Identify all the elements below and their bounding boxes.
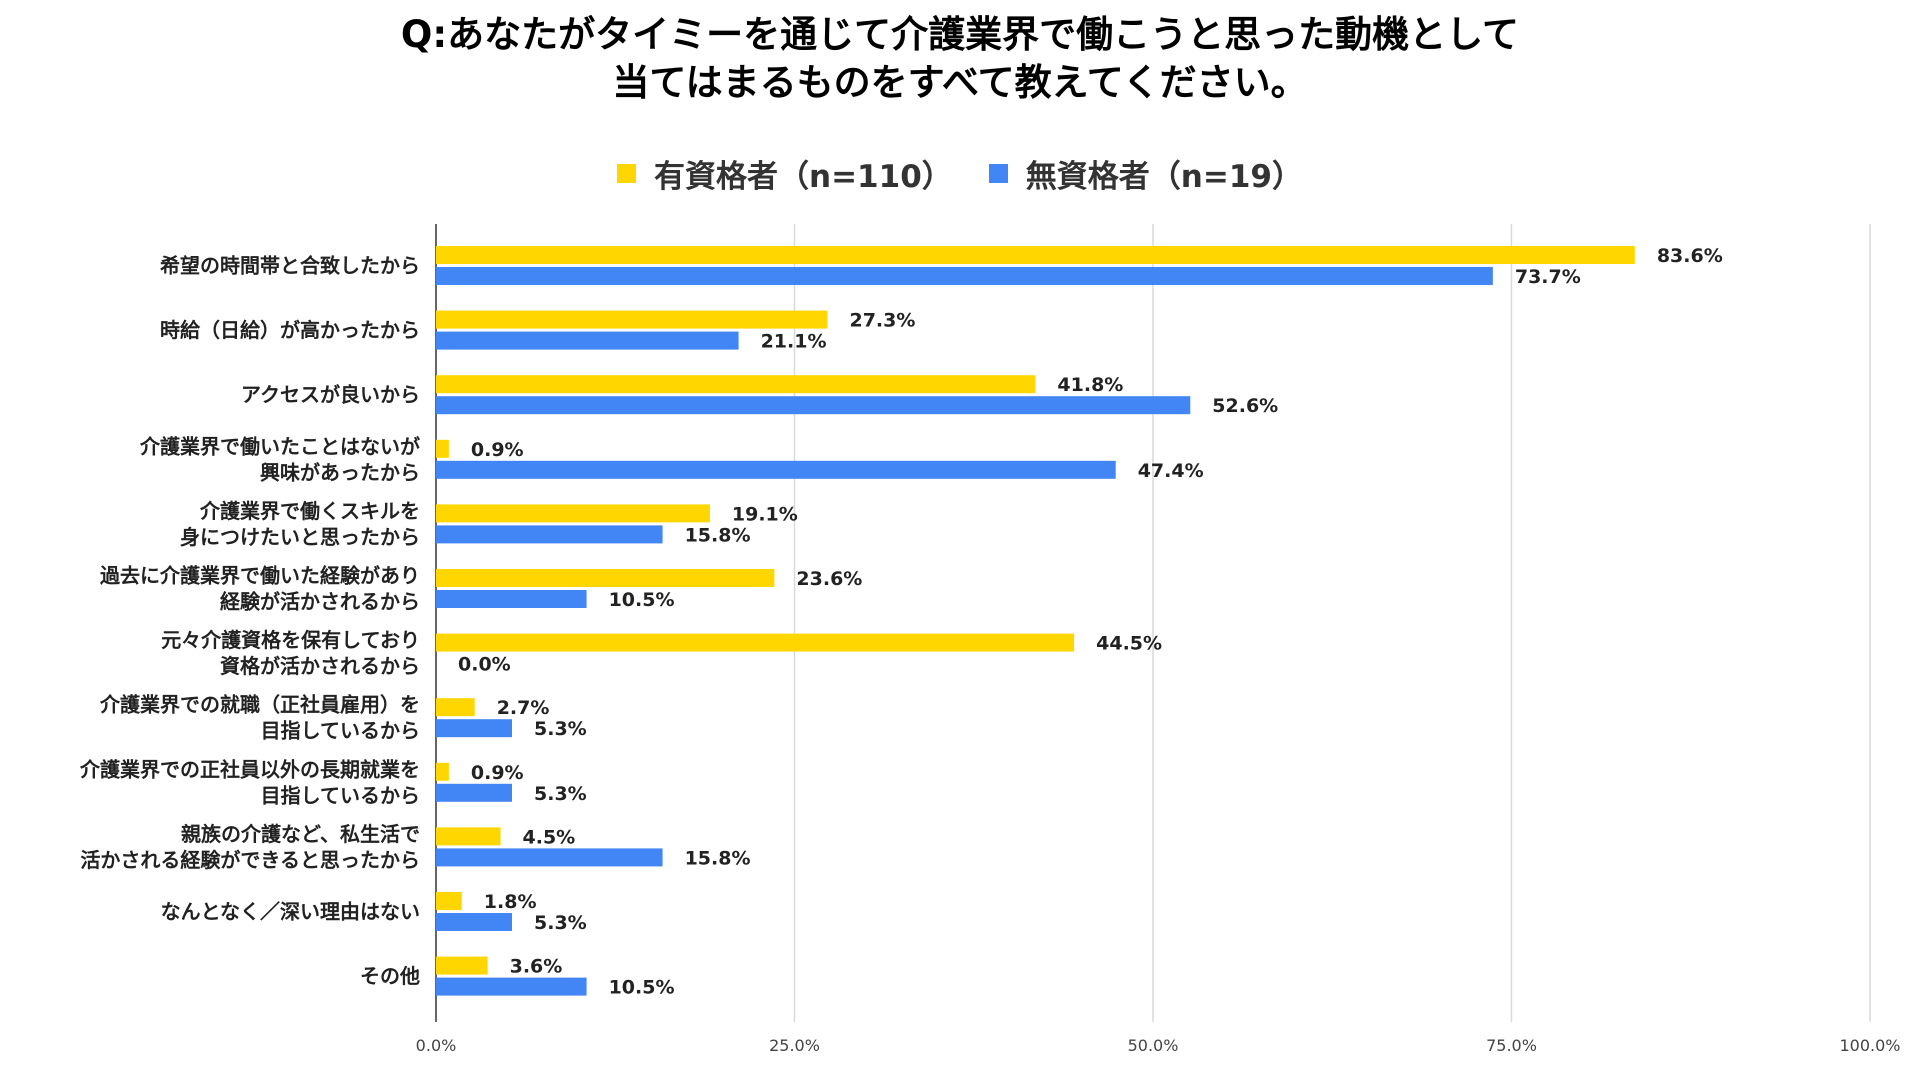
category-label-line: 身につけたいと思ったから: [180, 525, 420, 549]
bar-unqualified: [436, 977, 587, 996]
category-label-line: 過去に介護業界で働いた経験があり: [100, 564, 420, 588]
bar-qualified: [436, 504, 710, 523]
legend-swatch-unqualified: [988, 164, 1008, 183]
category-label: 介護業界での正社員以外の長期就業を目指しているから: [79, 757, 420, 807]
bar-unqualified: [436, 460, 1116, 479]
data-label-unqualified: 5.3%: [534, 718, 587, 740]
bar-unqualified: [436, 590, 587, 608]
bar-unqualified: [436, 719, 513, 738]
bar-unqualified: [436, 783, 513, 802]
category-label: 介護業界で働くスキルを身につけたいと思ったから: [180, 499, 420, 549]
category-label-line: 介護業界で働いたことはないが: [139, 434, 420, 458]
data-label-qualified: 23.6%: [796, 568, 862, 590]
category-label: アクセスが良いから: [241, 383, 420, 407]
chart-title: Q:あなたがタイミーを通じて介護業界で働こうと思った動機として: [400, 13, 1520, 56]
data-label-qualified: 44.5%: [1096, 633, 1162, 655]
bar-unqualified: [436, 913, 513, 931]
data-label-unqualified: 0.0%: [458, 654, 511, 676]
legend-swatch-qualified: [617, 164, 637, 183]
legend-item-qualified: 有資格者（n=110）: [617, 151, 953, 196]
bar-qualified: [436, 310, 828, 329]
category-label: 過去に介護業界で働いた経験があり経験が活かされるから: [100, 564, 420, 614]
bar-qualified: [436, 633, 1075, 652]
legend-label-unqualified: 無資格者（n=19）: [1025, 159, 1303, 195]
bar-unqualified: [436, 396, 1191, 415]
category-label: 介護業界での就職（正社員雇用）を目指しているから: [99, 693, 420, 743]
category-label: 親族の介護など、私生活で活かされる経験ができると思ったから: [80, 822, 420, 872]
data-label-qualified: 3.6%: [510, 956, 563, 978]
data-label-unqualified: 5.3%: [534, 783, 587, 805]
category-label-line: 介護業界での就職（正社員雇用）を: [99, 693, 420, 717]
data-label-unqualified: 5.3%: [534, 912, 587, 934]
x-tick-label: 100.0%: [1839, 1036, 1900, 1055]
legend: 有資格者（n=110） 無資格者（n=19）: [0, 151, 1920, 196]
bar-unqualified: [436, 267, 1493, 285]
data-label-qualified: 41.8%: [1057, 374, 1123, 396]
category-label: 介護業界で働いたことはないが興味があったから: [139, 434, 420, 484]
category-label-line: 介護業界で働くスキルを: [199, 499, 420, 523]
data-label-unqualified: 15.8%: [685, 524, 751, 546]
category-label-line: 親族の介護など、私生活で: [181, 822, 420, 846]
category-label: 時給（日給）が高かったから: [160, 318, 420, 342]
category-label-line: 経験が活かされるから: [220, 590, 420, 614]
category-label-line: 目指しているから: [261, 719, 420, 743]
chart-subtitle: 当てはまるものをすべて教えてください。: [612, 61, 1308, 104]
category-label: 希望の時間帯と合致したから: [160, 254, 420, 278]
data-label-qualified: 0.9%: [471, 439, 524, 461]
bar-qualified: [436, 375, 1036, 394]
legend-item-unqualified: 無資格者（n=19）: [988, 151, 1303, 196]
x-tick-label: 75.0%: [1486, 1036, 1537, 1055]
category-label-line: 興味があったから: [260, 460, 420, 484]
bar-qualified: [436, 698, 475, 717]
category-label-line: 資格が活かされるから: [220, 654, 420, 678]
category-label-line: 目指しているから: [261, 783, 420, 807]
bar-qualified: [436, 892, 462, 910]
bar-qualified: [436, 956, 488, 975]
bar-qualified: [436, 439, 449, 458]
data-label-qualified: 83.6%: [1657, 245, 1723, 267]
data-label-qualified: 19.1%: [732, 503, 798, 525]
data-label-qualified: 2.7%: [497, 697, 550, 719]
data-label-unqualified: 47.4%: [1138, 460, 1204, 482]
data-label-unqualified: 21.1%: [761, 331, 827, 353]
bar-unqualified: [436, 848, 663, 867]
category-label-line: 元々介護資格を保有しており: [161, 628, 420, 652]
bar-unqualified: [436, 331, 739, 350]
data-label-unqualified: 73.7%: [1515, 266, 1581, 288]
bar-qualified: [436, 827, 501, 846]
data-label-unqualified: 10.5%: [609, 589, 675, 611]
category-label-line: 介護業界での正社員以外の長期就業を: [79, 757, 420, 781]
x-tick-label: 25.0%: [769, 1036, 820, 1055]
data-label-unqualified: 15.8%: [685, 847, 751, 869]
data-label-unqualified: 10.5%: [609, 977, 675, 999]
legend-label-qualified: 有資格者（n=110）: [654, 159, 953, 195]
x-tick-label: 0.0%: [416, 1036, 457, 1055]
data-label-qualified: 4.5%: [523, 826, 576, 848]
category-label: 元々介護資格を保有しており資格が活かされるから: [161, 628, 420, 678]
category-label: その他: [360, 964, 420, 988]
data-label-qualified: 1.8%: [484, 891, 537, 913]
data-label-qualified: 0.9%: [471, 762, 524, 784]
bar-qualified: [436, 569, 775, 587]
category-label-line: 活かされる経験ができると思ったから: [80, 848, 420, 872]
x-tick-label: 50.0%: [1128, 1036, 1179, 1055]
bar-qualified: [436, 246, 1635, 264]
bar-qualified: [436, 762, 449, 781]
bar-unqualified: [436, 525, 663, 544]
data-label-qualified: 27.3%: [849, 310, 915, 332]
category-label: なんとなく／深い理由はない: [161, 900, 420, 924]
data-label-unqualified: 52.6%: [1212, 395, 1278, 417]
